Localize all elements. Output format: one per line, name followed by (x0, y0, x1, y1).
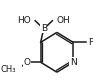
Text: OH: OH (56, 16, 70, 25)
Text: HO: HO (17, 16, 31, 25)
Text: CH₃: CH₃ (0, 65, 16, 74)
Text: F: F (88, 38, 93, 47)
Text: B: B (41, 24, 47, 33)
Text: N: N (70, 58, 77, 67)
Text: O: O (24, 58, 31, 67)
